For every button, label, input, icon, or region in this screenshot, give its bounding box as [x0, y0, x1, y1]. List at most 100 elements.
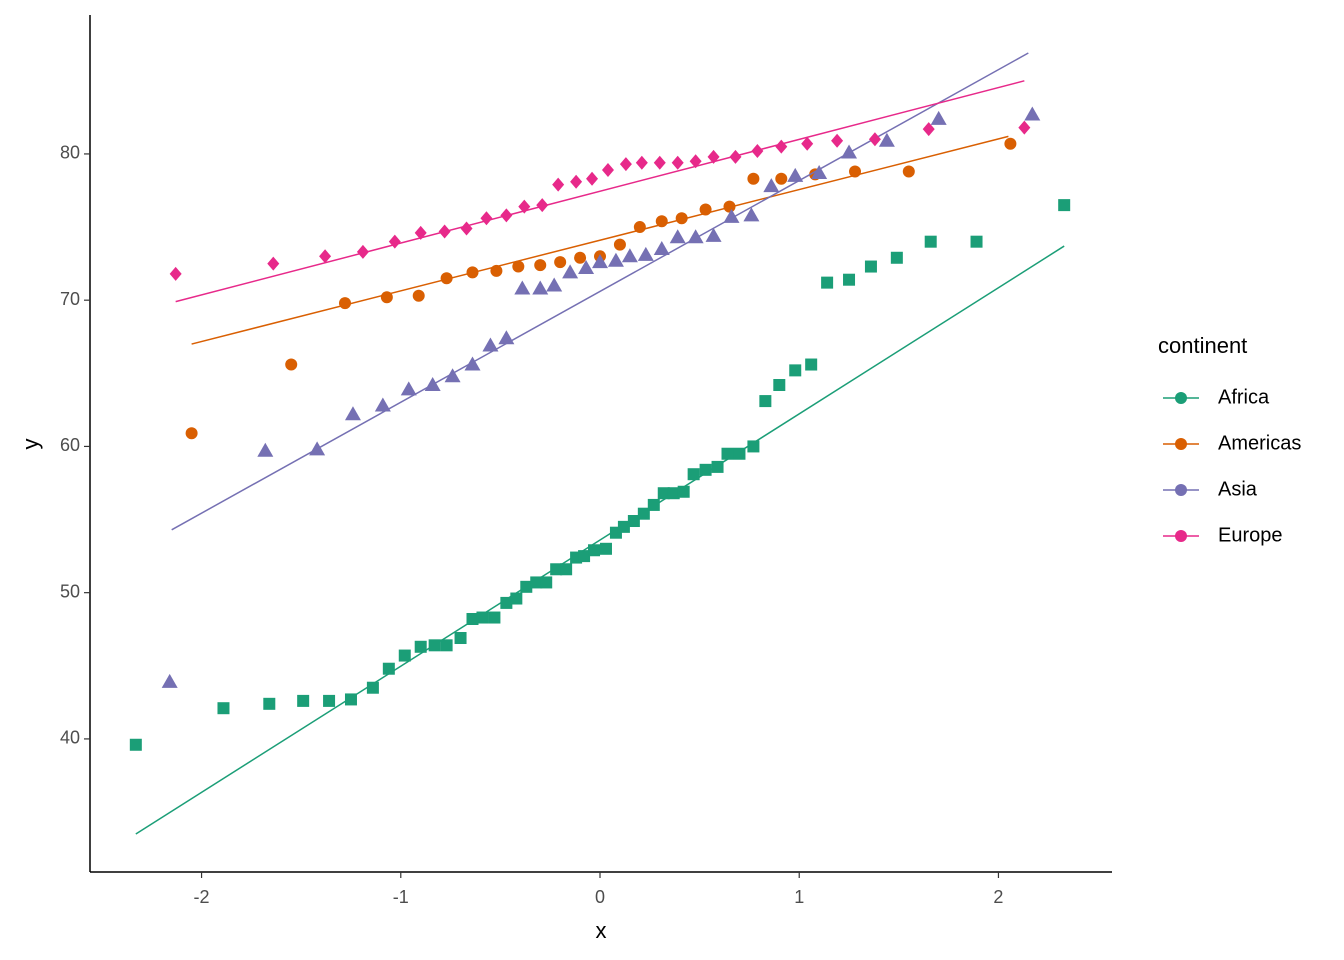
- fit-line: [171, 52, 1029, 531]
- point: [723, 200, 736, 213]
- point: [831, 133, 844, 148]
- point: [480, 211, 493, 226]
- point: [970, 235, 983, 248]
- point: [747, 440, 760, 453]
- point: [751, 144, 764, 159]
- point: [536, 198, 549, 213]
- point: [374, 397, 391, 412]
- fit-line: [135, 245, 1065, 835]
- x-tick-label: 2: [993, 887, 1003, 907]
- point: [540, 576, 553, 589]
- point: [592, 254, 609, 269]
- point: [578, 260, 595, 275]
- point: [476, 611, 489, 624]
- point: [801, 136, 814, 151]
- point: [344, 406, 361, 421]
- legend-key-point: [1175, 392, 1187, 404]
- point: [586, 171, 599, 186]
- point: [323, 694, 336, 707]
- point: [285, 358, 298, 371]
- legend-label: Europe: [1218, 524, 1283, 546]
- point: [388, 234, 401, 249]
- legend-key-point: [1175, 438, 1187, 450]
- point: [588, 544, 601, 557]
- legend-key-point: [1175, 484, 1187, 496]
- point: [344, 693, 357, 706]
- point: [263, 697, 276, 710]
- point: [1018, 120, 1031, 135]
- point: [613, 238, 626, 251]
- point: [655, 215, 668, 228]
- point: [763, 178, 780, 193]
- point: [924, 235, 937, 248]
- point: [667, 487, 680, 500]
- point: [653, 155, 666, 170]
- point: [488, 611, 501, 624]
- point: [601, 163, 614, 178]
- y-axis-label: y: [18, 439, 43, 450]
- point: [599, 542, 612, 555]
- point: [129, 738, 142, 751]
- point: [687, 468, 700, 481]
- point: [775, 172, 788, 185]
- point: [621, 248, 638, 263]
- point: [821, 276, 834, 289]
- point: [705, 227, 722, 242]
- point: [514, 280, 531, 295]
- point: [414, 640, 427, 653]
- point: [414, 225, 427, 240]
- point: [617, 520, 630, 533]
- point: [1004, 137, 1017, 150]
- point: [510, 592, 523, 605]
- point: [500, 208, 513, 223]
- point: [811, 164, 828, 179]
- point: [711, 460, 724, 473]
- point: [500, 596, 513, 609]
- point: [552, 177, 565, 192]
- point: [530, 576, 543, 589]
- point: [789, 364, 802, 377]
- point: [532, 280, 549, 295]
- point: [498, 330, 515, 345]
- point: [922, 122, 935, 137]
- point: [627, 515, 640, 528]
- point: [775, 139, 788, 154]
- point: [356, 244, 369, 259]
- point: [729, 149, 742, 164]
- fit-line: [175, 80, 1025, 303]
- point: [864, 260, 877, 273]
- point: [366, 681, 379, 694]
- point: [868, 132, 881, 147]
- point: [843, 273, 856, 286]
- point: [309, 441, 326, 456]
- point: [454, 632, 467, 645]
- point: [185, 427, 198, 440]
- y-tick-label: 50: [60, 581, 80, 601]
- point: [733, 447, 746, 460]
- legend-label: Americas: [1218, 432, 1301, 454]
- point: [574, 251, 587, 264]
- point: [1058, 199, 1071, 212]
- point: [647, 498, 660, 511]
- point: [669, 229, 686, 244]
- point: [653, 240, 670, 255]
- point: [398, 649, 411, 662]
- legend-title: continent: [1158, 333, 1247, 358]
- x-tick-label: -2: [194, 887, 210, 907]
- point: [637, 246, 654, 261]
- y-tick-label: 70: [60, 289, 80, 309]
- point: [554, 256, 567, 269]
- point: [550, 563, 563, 576]
- point: [878, 132, 895, 147]
- point: [747, 172, 760, 185]
- point: [424, 377, 441, 392]
- point: [319, 249, 332, 264]
- point: [687, 229, 704, 244]
- point: [161, 673, 178, 688]
- x-axis-label: x: [596, 918, 607, 943]
- y-tick-label: 60: [60, 435, 80, 455]
- point: [560, 563, 573, 576]
- point: [578, 550, 591, 563]
- point: [677, 485, 690, 498]
